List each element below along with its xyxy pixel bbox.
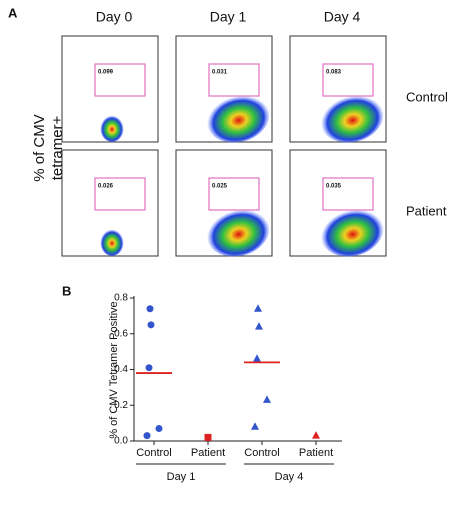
cell-population xyxy=(100,114,124,142)
row-label: Control xyxy=(406,89,448,104)
cell-population xyxy=(320,207,384,257)
data-point xyxy=(251,422,259,430)
gate-value: 0.025 xyxy=(212,184,228,190)
gate xyxy=(94,63,146,97)
y-label: % of CMV Tetramer Positive xyxy=(108,301,120,438)
x-tick-label: Patient xyxy=(299,447,333,459)
column-header: Day 4 xyxy=(324,9,361,25)
data-point xyxy=(146,305,154,313)
gate-value: 0.035 xyxy=(326,184,342,190)
group-label: Day 1 xyxy=(167,471,196,483)
y-tick-label: 0.8 xyxy=(114,293,128,304)
gate xyxy=(208,63,260,97)
data-point xyxy=(253,354,261,362)
gate-value: 0.031 xyxy=(212,70,228,76)
data-point xyxy=(147,321,155,329)
data-point xyxy=(263,395,271,403)
panel-b: B % of CMV Tetramer Positive 0.0 0.2 0.4 0.… xyxy=(62,283,342,483)
x-tick-label: Control xyxy=(136,447,171,459)
y-tick-label: 0.0 xyxy=(114,436,128,447)
y-tick-label: 0.6 xyxy=(114,328,128,339)
data-point xyxy=(204,433,212,441)
data-point xyxy=(143,432,151,440)
column-header: Day 0 xyxy=(96,9,133,25)
column-header: Day 1 xyxy=(210,9,247,25)
data-point xyxy=(312,431,320,439)
data-point xyxy=(145,364,153,372)
gate-value: 0.026 xyxy=(98,184,114,190)
cell-population xyxy=(206,207,270,257)
gate xyxy=(208,177,260,211)
data-point xyxy=(255,322,263,330)
row-label: Patient xyxy=(406,203,447,218)
x-tick-label: Control xyxy=(244,447,279,459)
gate xyxy=(322,177,374,211)
gate-value: 0.099 xyxy=(98,70,114,76)
data-point xyxy=(254,304,262,312)
group-label: Day 4 xyxy=(275,471,304,483)
cell-population xyxy=(100,228,124,256)
gate xyxy=(94,177,146,211)
panel-a: A % of CMV tetramer+ Day 0 Day 1 Day 4Cont… xyxy=(8,5,448,257)
panel-label: B xyxy=(62,283,71,298)
y-tick-label: 0.4 xyxy=(114,364,128,375)
cell-population xyxy=(206,93,270,143)
data-point xyxy=(155,424,163,432)
cell-population xyxy=(320,93,384,143)
gate xyxy=(322,63,374,97)
y-tick-label: 0.2 xyxy=(114,400,128,411)
x-tick-label: Patient xyxy=(191,447,225,459)
gate-value: 0.083 xyxy=(326,70,342,76)
panel-label: A xyxy=(8,5,18,20)
y-label: % of CMV xyxy=(31,114,48,182)
